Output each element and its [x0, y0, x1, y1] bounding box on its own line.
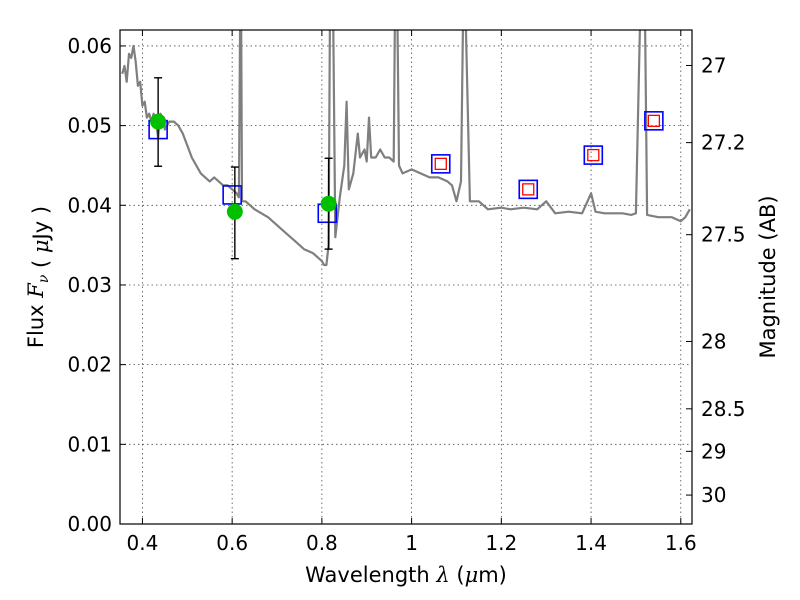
y-tick-label: 0.00: [67, 512, 112, 536]
axes-layer: 0.4 0.6 0.8 1 1.2 1.4 1.6 0.00 0.01 0.02 0.03 0.04 0…: [67, 29, 746, 555]
model-photometry-inner-box: [522, 183, 535, 196]
model-photometry-box: [644, 111, 664, 131]
y2-tick-label: 27: [701, 53, 726, 77]
x-axis-label: Wavelength λ (μm): [305, 563, 507, 587]
y2-tick-label: 28: [701, 329, 726, 353]
plot-frame: [119, 29, 693, 525]
x-tick-label: 1.4: [575, 531, 607, 555]
y2-tick-label: 27.5: [701, 223, 746, 247]
y-tick-label: 0.01: [67, 432, 112, 456]
spectrum-line: [121, 30, 691, 267]
model-photometry-inner-box: [587, 148, 600, 162]
grid-layer: [120, 30, 692, 525]
x-tick-label: 0.6: [216, 531, 248, 555]
y-tick-label: 0.03: [67, 273, 112, 297]
y-tick-label: 0.05: [67, 114, 112, 138]
y2-axis-label: Magnitude (AB): [756, 195, 780, 358]
observed-data-point: [320, 195, 337, 212]
model-photometry-box: [583, 145, 604, 165]
model-photometry-inner-box: [647, 114, 661, 127]
x-tick-label: 0.8: [306, 531, 338, 555]
x-tick-label: 0.4: [127, 531, 159, 555]
observed-data-point: [150, 113, 167, 130]
observed-data-point: [226, 203, 243, 220]
model-photometry-box: [430, 154, 451, 174]
y-axis-label: Flux Fν ( μJy ): [24, 206, 53, 348]
y-tick-label: 0.06: [67, 34, 112, 58]
y2-tick-label: 30: [701, 483, 726, 507]
y2-tick-label: 27.2: [701, 131, 746, 155]
y2-tick-label: 28.5: [701, 397, 746, 421]
x-tick-label: 1: [405, 531, 418, 555]
y-tick-label: 0.04: [67, 193, 112, 217]
model-photometry-box: [518, 179, 539, 200]
y2-tick-label: 29: [701, 439, 726, 463]
plot-area: [121, 30, 691, 267]
x-tick-label: 1.2: [485, 531, 517, 555]
x-tick-label: 1.6: [665, 531, 697, 555]
y-tick-label: 0.02: [67, 353, 112, 377]
model-photometry-box: [222, 185, 242, 205]
model-photometry-inner-box: [434, 157, 447, 171]
